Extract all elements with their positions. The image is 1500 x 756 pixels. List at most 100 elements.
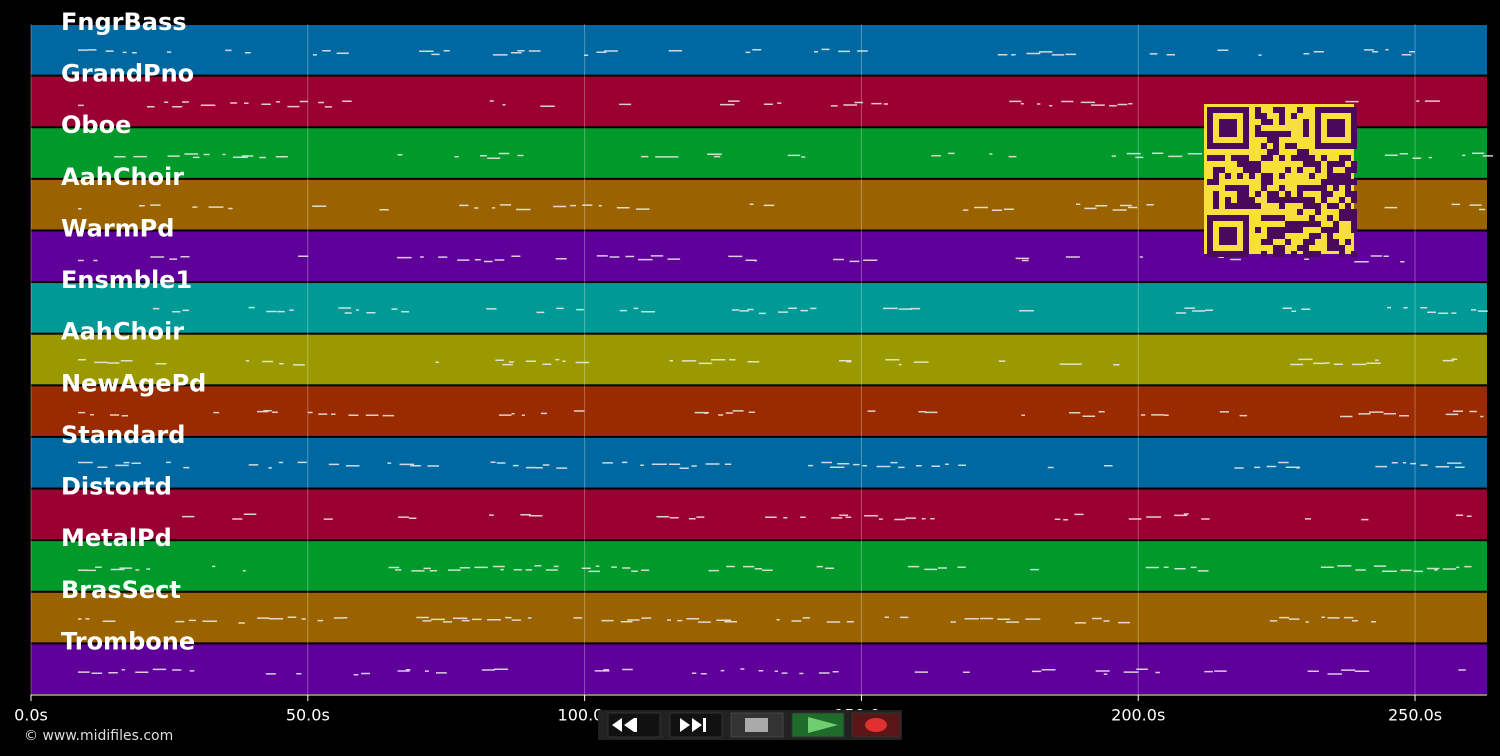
track-lane	[31, 592, 1487, 643]
qr-cell	[1207, 119, 1213, 125]
qr-cell	[1255, 191, 1261, 197]
qr-cell	[1321, 155, 1327, 161]
qr-cell	[1267, 179, 1273, 185]
qr-cell	[1333, 227, 1339, 233]
qr-cell	[1327, 107, 1333, 113]
qr-cell	[1225, 251, 1231, 257]
qr-cell	[1297, 149, 1303, 155]
qr-cell	[1351, 251, 1357, 257]
note-streak	[78, 461, 1465, 469]
qr-cell	[1351, 227, 1357, 233]
record-button[interactable]	[851, 712, 901, 738]
qr-cell	[1291, 221, 1297, 227]
qr-cell	[1225, 185, 1231, 191]
qr-cell	[1291, 197, 1297, 203]
track-name: MetalPd	[61, 524, 172, 552]
qr-cell	[1351, 179, 1357, 185]
qr-cell	[1339, 245, 1345, 251]
qr-cell	[1327, 173, 1333, 179]
track-name: AahChoir	[61, 163, 184, 191]
qr-cell	[1273, 143, 1279, 149]
qr-cell	[1267, 197, 1273, 203]
qr-cell	[1339, 173, 1345, 179]
qr-cell	[1207, 155, 1213, 161]
track-name: BrasSect	[61, 576, 181, 604]
qr-cell	[1291, 155, 1297, 161]
qr-cell	[1207, 251, 1213, 257]
qr-cell	[1243, 107, 1249, 113]
note-streak	[78, 48, 1415, 57]
qr-cell	[1351, 215, 1357, 221]
qr-cell	[1207, 107, 1213, 113]
qr-cell	[1207, 233, 1213, 239]
qr-cell	[1315, 119, 1321, 125]
qr-cell	[1219, 143, 1225, 149]
qr-cell	[1315, 125, 1321, 131]
qr-cell	[1303, 203, 1309, 209]
qr-cell	[1219, 107, 1225, 113]
qr-cell	[1267, 233, 1273, 239]
qr-cell	[1339, 215, 1345, 221]
transport-controls	[598, 710, 902, 740]
qr-cell	[1339, 209, 1345, 215]
note-streak	[78, 358, 1458, 366]
qr-cell	[1339, 197, 1345, 203]
qr-cell	[1273, 197, 1279, 203]
qr-cell	[1213, 203, 1219, 209]
qr-cell	[1315, 137, 1321, 143]
qr-cell	[1345, 143, 1351, 149]
qr-cell	[1297, 107, 1303, 113]
qr-cell	[1333, 239, 1339, 245]
qr-cell	[1303, 185, 1309, 191]
qr-cell	[1333, 161, 1339, 167]
qr-cell	[1327, 245, 1333, 251]
qr-cell	[1243, 143, 1249, 149]
qr-cell	[1351, 161, 1357, 167]
qr-cell	[1243, 137, 1249, 143]
qr-cell	[1345, 167, 1351, 173]
qr-cell	[1315, 131, 1321, 137]
note-streak	[78, 565, 1472, 573]
qr-cell	[1261, 155, 1267, 161]
qr-cell	[1213, 143, 1219, 149]
qr-cell	[1213, 197, 1219, 203]
qr-cell	[1243, 215, 1249, 221]
qr-cell	[1219, 125, 1225, 131]
fast-forward-button[interactable]	[669, 712, 723, 738]
play-button[interactable]	[791, 712, 845, 738]
qr-cell	[1339, 125, 1345, 131]
qr-cell	[1231, 119, 1237, 125]
track-lane	[31, 386, 1487, 436]
qr-cell	[1351, 191, 1357, 197]
note-streak	[78, 616, 1377, 624]
stop-button[interactable]	[730, 712, 784, 738]
qr-cell	[1321, 185, 1327, 191]
qr-cell	[1237, 161, 1243, 167]
qr-cell	[1237, 197, 1243, 203]
rewind-button[interactable]	[607, 712, 661, 738]
track-lane	[31, 283, 1487, 333]
qr-cell	[1351, 119, 1357, 125]
track-name: AahChoir	[61, 318, 184, 346]
qr-cell	[1297, 167, 1303, 173]
qr-cell	[1351, 131, 1357, 137]
qr-cell	[1291, 227, 1297, 233]
qr-cell	[1327, 179, 1333, 185]
qr-cell	[1273, 251, 1279, 257]
qr-cell	[1273, 233, 1279, 239]
qr-cell	[1279, 131, 1285, 137]
qr-cell	[1285, 227, 1291, 233]
track-name: WarmPd	[61, 214, 174, 242]
qr-cell	[1207, 215, 1213, 221]
qr-cell	[1303, 125, 1309, 131]
qr-cell	[1237, 185, 1243, 191]
qr-cell	[1297, 191, 1303, 197]
qr-cell	[1273, 227, 1279, 233]
track-name: Trombone	[61, 627, 195, 655]
qr-cell	[1225, 119, 1231, 125]
qr-cell	[1333, 173, 1339, 179]
qr-cell	[1309, 197, 1315, 203]
qr-cell	[1231, 185, 1237, 191]
qr-cell	[1207, 125, 1213, 131]
qr-cell	[1327, 239, 1333, 245]
